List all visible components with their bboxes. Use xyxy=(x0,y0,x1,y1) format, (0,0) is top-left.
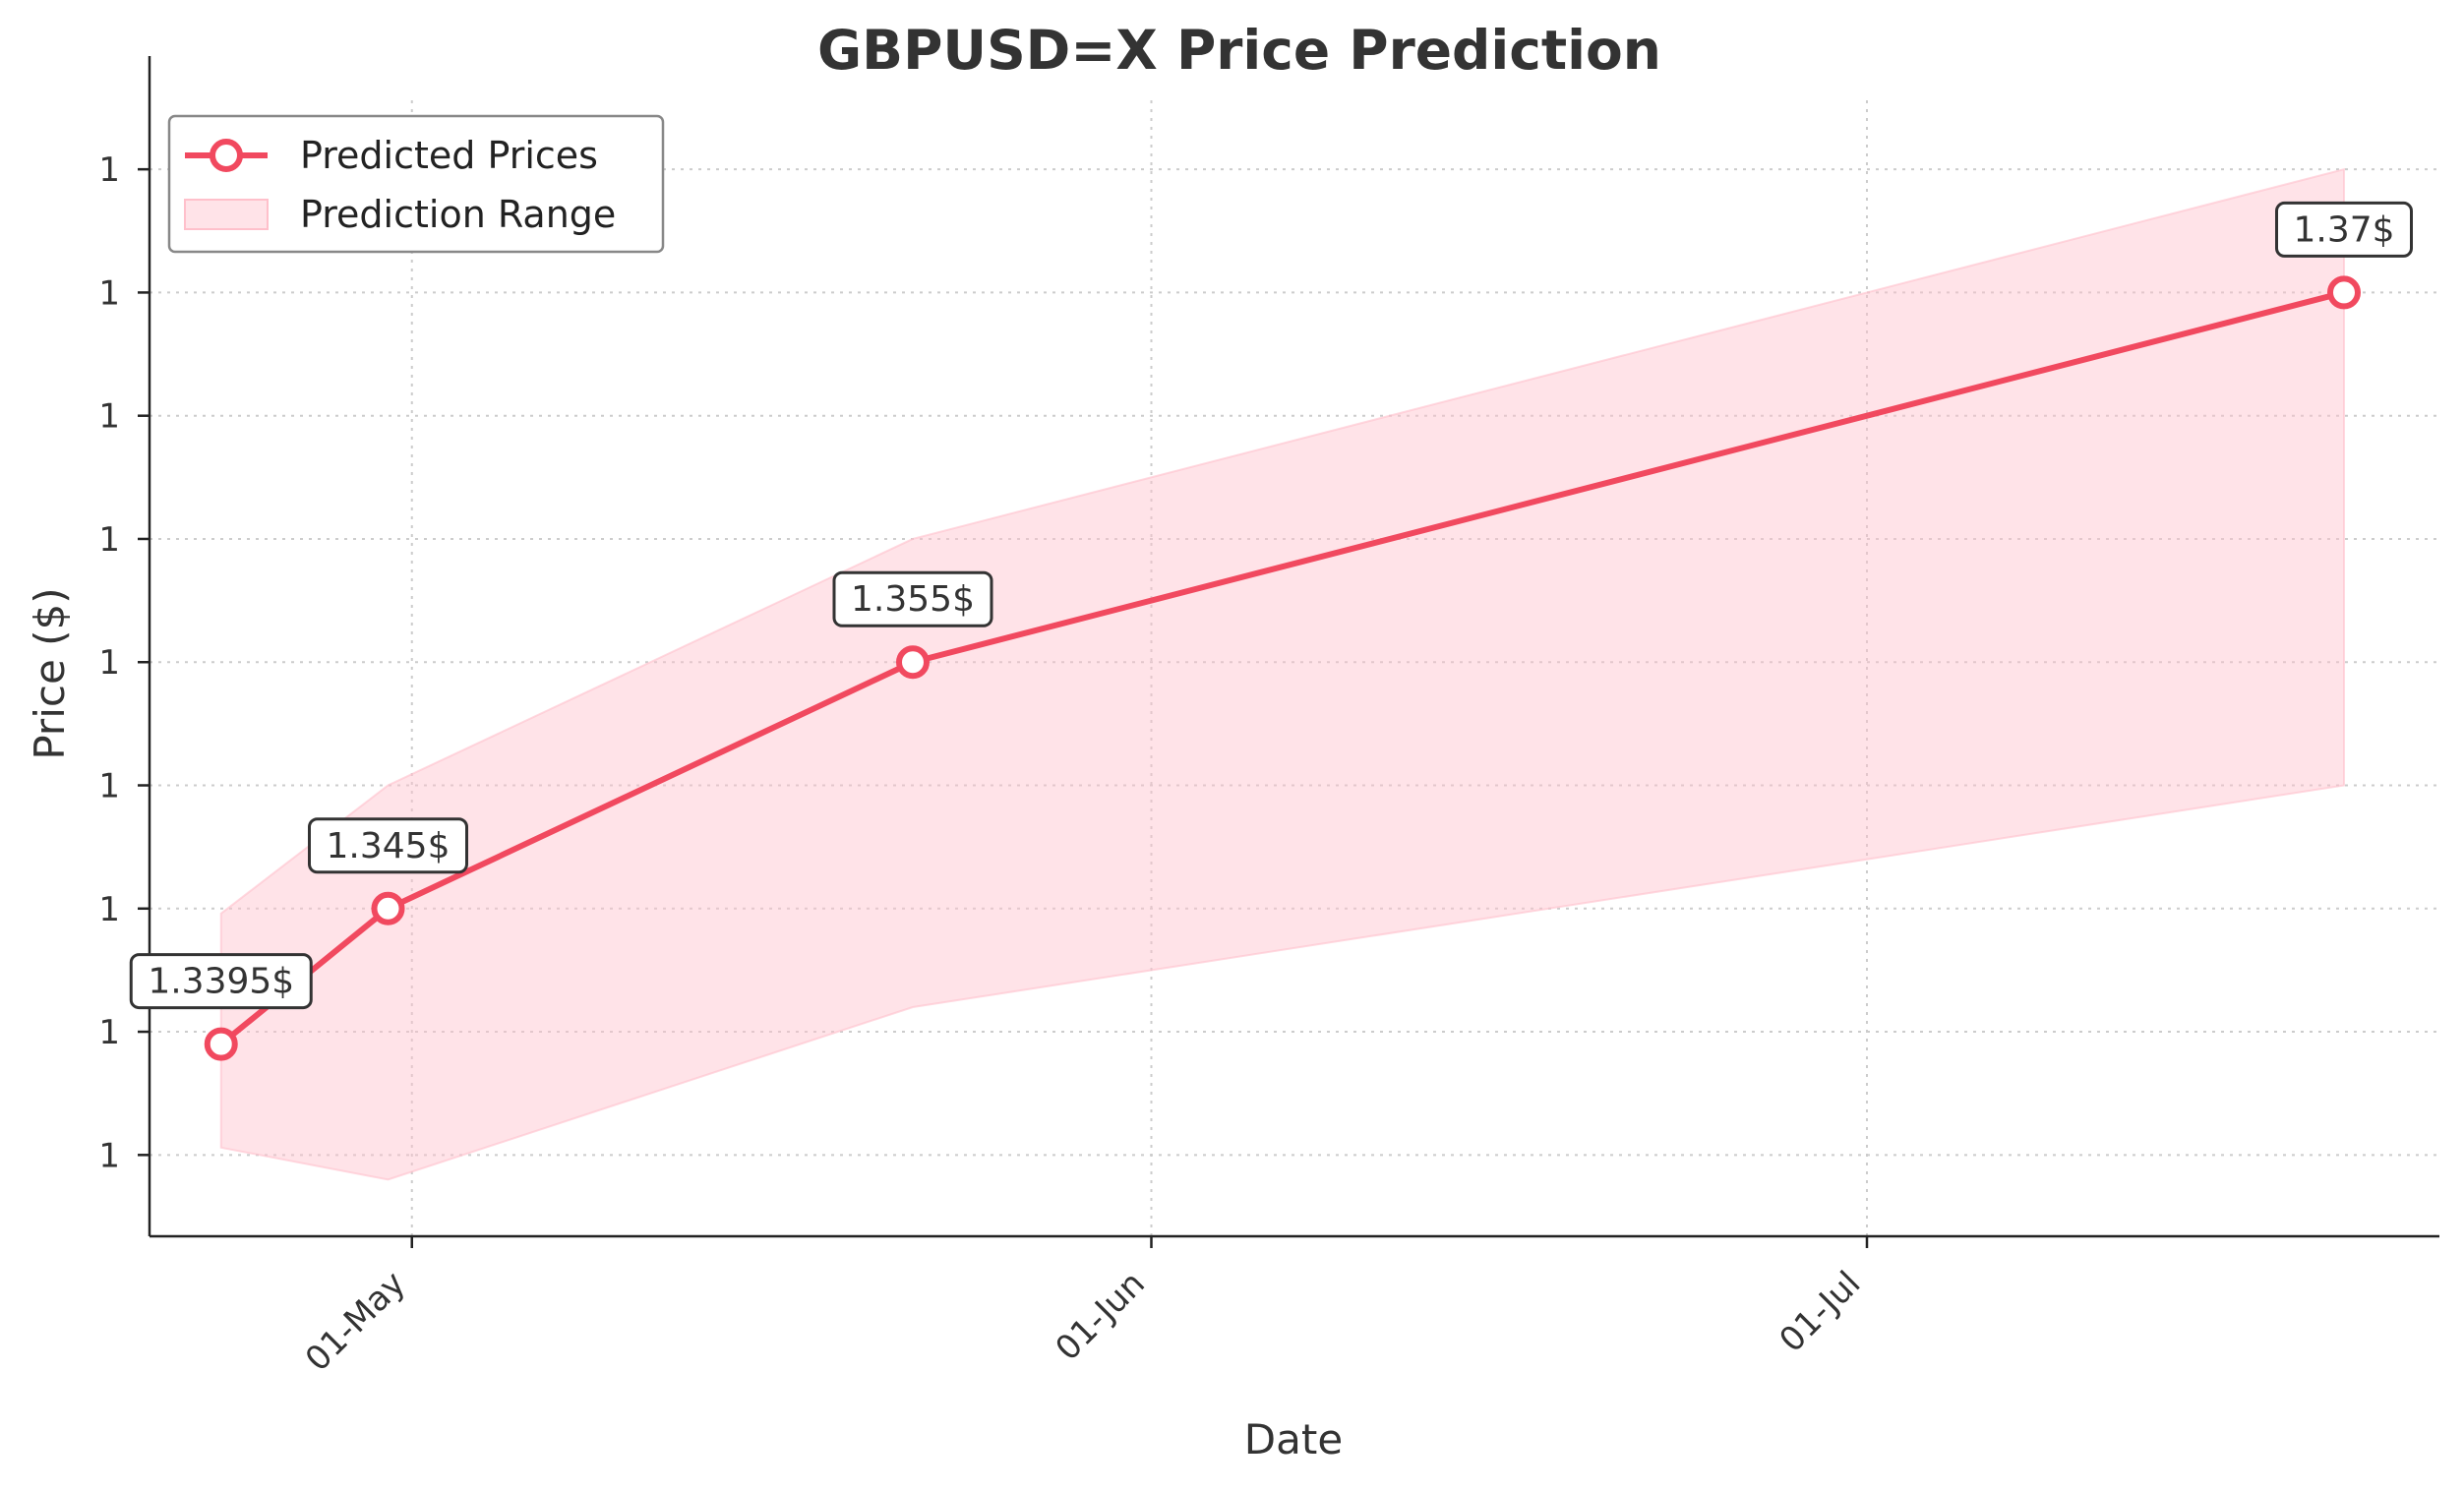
price-annotation-box xyxy=(308,817,468,874)
y-tick-label: 1 xyxy=(98,1013,120,1052)
y-tick-label: 1 xyxy=(98,150,120,190)
legend: Predicted Prices Prediction Range xyxy=(167,114,665,254)
chart-title: GBPUSD=X Price Prediction xyxy=(817,19,1661,82)
y-axis-label: Price ($) xyxy=(26,587,74,759)
legend-box xyxy=(167,114,665,254)
prediction-range-layer xyxy=(219,167,2345,1181)
x-tick-label: 01-May xyxy=(298,1264,413,1379)
y-tick-label: 1 xyxy=(98,273,120,313)
y-tick-label: 1 xyxy=(98,890,120,929)
annotation-layer: 1.3395$ 1.345$ 1.355$ 1.37$ xyxy=(129,201,2413,1010)
y-tick-label: 1 xyxy=(98,397,120,437)
predicted-price-point xyxy=(896,645,930,680)
legend-marker-swatch xyxy=(210,139,243,172)
x-tick-label: 01-Jun xyxy=(1048,1264,1152,1368)
price-annotation-box xyxy=(2275,201,2413,258)
price-annotation-label: 1.3395$ xyxy=(148,962,294,1002)
predicted-price-point xyxy=(2327,275,2361,310)
y-tick-label: 1 xyxy=(98,643,120,683)
legend-label-range: Prediction Range xyxy=(300,193,616,236)
legend-label-predicted: Predicted Prices xyxy=(300,134,598,177)
price-annotation-box xyxy=(832,570,993,627)
price-annotation-box xyxy=(129,953,313,1010)
prediction-range-area xyxy=(219,167,2345,1181)
x-axis-label: Date xyxy=(1244,1415,1343,1463)
predicted-price-point xyxy=(371,891,405,925)
legend-band-swatch xyxy=(184,199,269,230)
x-tick-label: 01-Jul xyxy=(1772,1264,1868,1360)
grid-layer xyxy=(150,100,2439,1236)
axes-layer xyxy=(148,56,2439,1238)
predicted-price-point xyxy=(204,1027,238,1061)
y-tick-label: 1 xyxy=(98,767,120,806)
price-annotation-label: 1.345$ xyxy=(327,826,451,866)
price-annotation-label: 1.355$ xyxy=(851,579,975,620)
y-tick-label: 1 xyxy=(98,520,120,560)
y-tick-label: 1 xyxy=(98,1136,120,1175)
price-annotation-label: 1.37$ xyxy=(2293,209,2394,250)
